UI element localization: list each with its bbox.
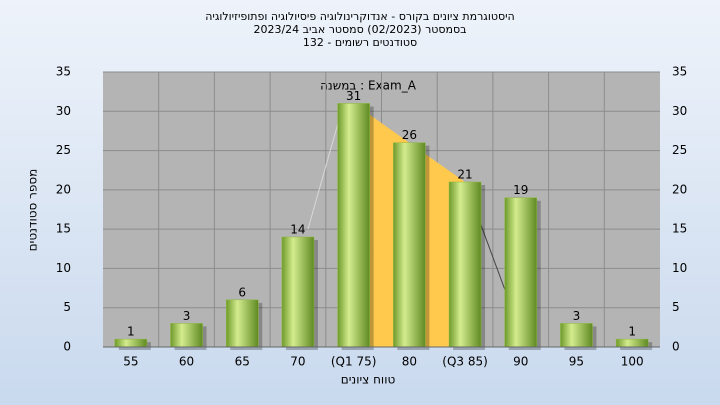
data-label: 3	[183, 309, 191, 323]
y2-tick-label: 20	[672, 182, 687, 196]
y2-tick-label: 5	[672, 300, 680, 314]
y2-tick-label: 25	[672, 143, 687, 157]
bar	[226, 299, 259, 348]
data-label: 3	[573, 309, 581, 323]
x-tick-label: (Q3 85)	[442, 355, 488, 369]
data-label: 21	[457, 168, 472, 182]
x-tick-label: 65	[235, 355, 250, 369]
chart-subtitle: בסמסטר (02/2023) סמסטר אביב 2023/24	[253, 23, 466, 36]
annotation: במשנה : Exam_A	[320, 79, 417, 93]
data-label: 26	[402, 128, 417, 142]
data-label: 6	[238, 285, 246, 299]
y-tick-label: 0	[63, 340, 71, 354]
y-tick-label: 15	[56, 222, 71, 236]
x-tick-label: 95	[569, 355, 584, 369]
x-tick-label: 80	[402, 355, 417, 369]
bar	[504, 197, 537, 348]
x-tick-label: 60	[179, 355, 194, 369]
bar	[448, 181, 482, 348]
data-label: 31	[346, 89, 361, 103]
y2-tick-label: 35	[672, 65, 687, 79]
x-tick-label: 90	[513, 355, 528, 369]
bar	[281, 236, 315, 348]
data-label: 14	[290, 223, 305, 237]
x-tick-label: 100	[621, 355, 644, 369]
bar	[560, 323, 593, 348]
x-tick-label: (Q1 75)	[331, 355, 377, 369]
y-tick-label: 35	[56, 65, 71, 79]
y-tick-label: 5	[63, 300, 71, 314]
data-label: 19	[513, 183, 528, 197]
y-tick-label: 30	[56, 104, 71, 118]
bar	[114, 338, 148, 348]
y2-tick-label: 10	[672, 261, 687, 275]
bar	[393, 142, 426, 348]
x-tick-label: 55	[123, 355, 138, 369]
y2-tick-label: 0	[672, 340, 680, 354]
y-tick-label: 25	[56, 143, 71, 157]
y2-tick-label: 15	[672, 222, 687, 236]
data-label: 1	[127, 325, 135, 339]
data-label: 1	[628, 325, 636, 339]
y2-tick-label: 30	[672, 104, 687, 118]
y-tick-label: 10	[56, 261, 71, 275]
x-tick-label: 70	[290, 355, 305, 369]
x-axis-label: טווח ציונים	[341, 373, 396, 387]
chart-title: היסטוגרמת ציונים בקורס - אנדוקרינולוגיה …	[205, 10, 515, 23]
bar	[615, 338, 649, 348]
y-axis-label: מספר סטודנטים	[26, 169, 40, 252]
bar	[170, 323, 203, 348]
chart-subtitle: סטודנטים רשומים - 132	[303, 36, 417, 49]
y-tick-label: 20	[56, 182, 71, 196]
bar	[337, 103, 370, 348]
